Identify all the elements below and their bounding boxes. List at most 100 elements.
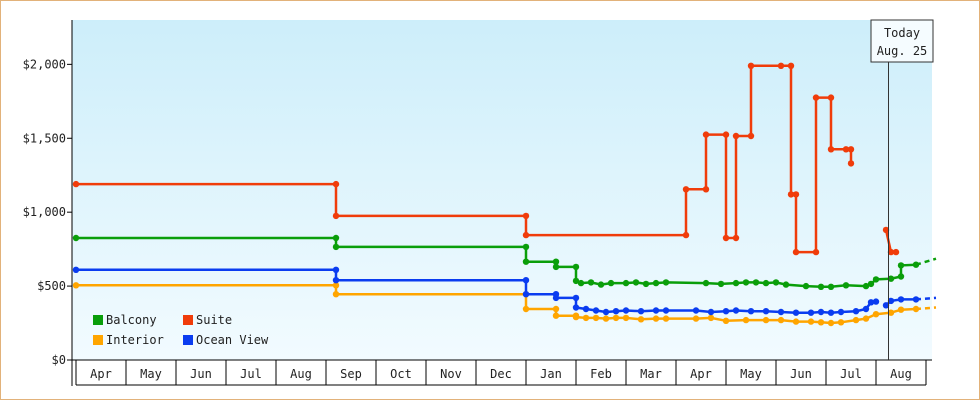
balcony-point [572, 263, 580, 271]
balcony-point [577, 279, 585, 287]
balcony-point [662, 279, 670, 286]
suite-point [522, 231, 530, 239]
interior-point [552, 312, 560, 319]
x-tick-label: Apr [90, 367, 112, 381]
suite-point [722, 234, 730, 242]
interior-point [692, 315, 700, 322]
today-label: Today [884, 26, 920, 40]
interior-point [332, 291, 340, 298]
interior-projection-line [915, 306, 937, 311]
ocean-view-point [622, 307, 630, 314]
balcony-projection-line [915, 257, 937, 266]
ocean-view-point [332, 266, 340, 273]
x-tick-label: Mar [640, 367, 662, 381]
interior-point [602, 315, 610, 322]
x-tick-label: Sep [340, 367, 362, 381]
balcony-point [72, 234, 80, 242]
ocean-view-point [732, 307, 740, 314]
interior-point [662, 315, 670, 322]
x-tick-label: Jun [190, 367, 212, 381]
series-layer [72, 62, 937, 327]
interior-legend-swatch [93, 335, 103, 345]
interior-point [552, 305, 560, 313]
ocean-view-point [827, 309, 835, 316]
interior-series-line [76, 284, 917, 325]
suite-point [702, 131, 710, 138]
ocean-view-point [692, 307, 700, 314]
suite-point [882, 226, 890, 234]
interior-point [762, 316, 770, 324]
balcony-point [752, 279, 760, 286]
balcony-point [632, 279, 640, 286]
interior-point [912, 305, 920, 313]
balcony-point [762, 279, 770, 287]
balcony-point [332, 234, 340, 242]
interior-point [792, 318, 800, 325]
suite-point [732, 132, 740, 140]
y-tick-label: $0 [52, 353, 66, 367]
ocean-view-point [867, 299, 875, 306]
suite-point [682, 231, 690, 239]
ocean-view-point [897, 296, 905, 303]
interior-point [582, 314, 590, 322]
suite-point [827, 146, 835, 153]
balcony-point [607, 279, 615, 287]
suite-point [812, 248, 820, 256]
suite-point [892, 248, 900, 256]
suite-point [842, 146, 850, 153]
suite-point [847, 160, 855, 167]
plot-background [72, 20, 932, 360]
balcony-point [867, 280, 875, 288]
x-tick-label: Aug [890, 367, 912, 381]
today-date-label: Aug. 25 [877, 44, 928, 58]
interior-point [652, 315, 660, 322]
ocean-view-point [72, 266, 80, 273]
interior-point [332, 282, 340, 289]
balcony-point [887, 275, 895, 282]
today-box [870, 19, 934, 63]
ocean-view-point [762, 308, 770, 315]
balcony-point [897, 273, 905, 280]
interior-point [722, 317, 730, 324]
x-tick-label: Jan [540, 367, 562, 381]
balcony-point [802, 282, 810, 290]
ocean-view-point [862, 305, 870, 313]
ocean-view-point [852, 308, 860, 315]
interior-point [862, 315, 870, 322]
interior-point [622, 314, 630, 322]
today-marker: Today Aug. 25 [870, 19, 934, 360]
x-tick-label: Feb [590, 367, 612, 381]
suite-legend-swatch [183, 315, 193, 325]
balcony-point [782, 281, 790, 288]
balcony-point [717, 280, 725, 288]
y-tick-label: $500 [37, 279, 66, 293]
ocean-view-point [882, 302, 890, 309]
ocean-view-point [662, 307, 670, 314]
legend: Balcony Suite Interior Ocean View [93, 313, 269, 347]
interior-point [827, 319, 835, 327]
balcony-point [522, 258, 530, 265]
balcony-point [862, 282, 870, 290]
x-tick-label: Apr [690, 367, 712, 381]
interior-point [807, 318, 815, 325]
axes-layer: $0 $500 $1,000 $1,500 $2,000 Apr May Jun Jul Aug S… [23, 20, 932, 386]
balcony-point [552, 258, 560, 265]
suite-point [792, 191, 800, 198]
balcony-point [912, 261, 920, 268]
ocean-view-point [872, 298, 880, 305]
balcony-point [572, 277, 580, 285]
x-tick-label: Dec [490, 367, 512, 381]
x-tick-label: May [740, 367, 762, 381]
ocean-view-point [552, 294, 560, 302]
balcony-point [772, 279, 780, 286]
y-tick-label: $2,000 [23, 57, 66, 71]
interior-point [612, 314, 620, 322]
ocean-view-point [572, 304, 580, 311]
suite-point [777, 62, 785, 69]
suite-point [792, 248, 800, 256]
interior-point [707, 314, 715, 322]
ocean-view-legend-label: Ocean View [196, 333, 269, 347]
ocean-view-point [817, 308, 825, 316]
suite-point [72, 180, 80, 188]
